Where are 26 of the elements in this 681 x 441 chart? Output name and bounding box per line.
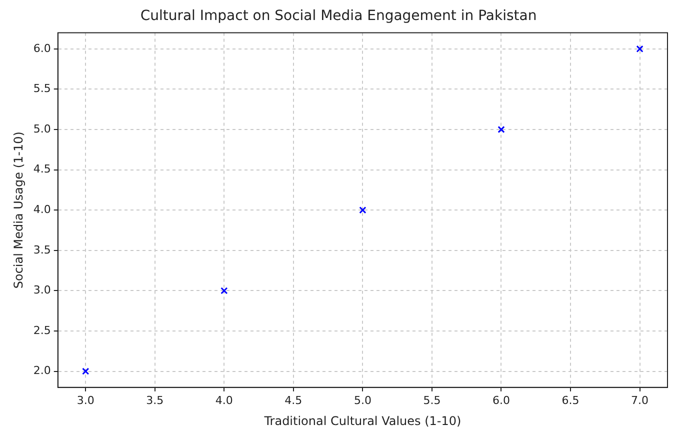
point	[636, 45, 644, 52]
x-tick-label: 4.0	[215, 394, 233, 407]
x-tick-label: 6.5	[562, 394, 580, 407]
y-tick-label: 3.5	[33, 243, 51, 256]
x-tick-label: 3.0	[76, 394, 94, 407]
x-tick-label: 6.0	[492, 394, 510, 407]
point	[220, 287, 228, 294]
x-tick-label: 7.0	[631, 394, 649, 407]
y-axis-title: Social Media Usage (1-10)	[11, 132, 26, 289]
y-tick-label: 2.5	[33, 324, 51, 337]
y-tick-label: 4.0	[33, 202, 51, 216]
chart-title: Cultural Impact on Social Media Engagement in Pakistan	[140, 8, 537, 24]
x-tick-label: 3.5	[146, 394, 164, 407]
point	[498, 126, 505, 134]
x-tick-label: 4.5	[284, 394, 302, 407]
y-tick-label: 2.0	[33, 364, 51, 378]
x-tick-label: 5.0	[354, 394, 372, 407]
y-tick-label: 6.0	[33, 42, 51, 55]
y-tick-label: 4.5	[33, 162, 51, 176]
y-tick-label: 3.0	[33, 284, 51, 297]
point	[359, 206, 366, 214]
point	[82, 368, 90, 375]
y-tick-label: 5.5	[33, 82, 51, 96]
y-tick-label: 5.0	[33, 122, 51, 136]
x-axis-title: Traditional Cultural Values (1-10)	[263, 414, 462, 428]
x-tick-label: 5.5	[423, 394, 441, 407]
